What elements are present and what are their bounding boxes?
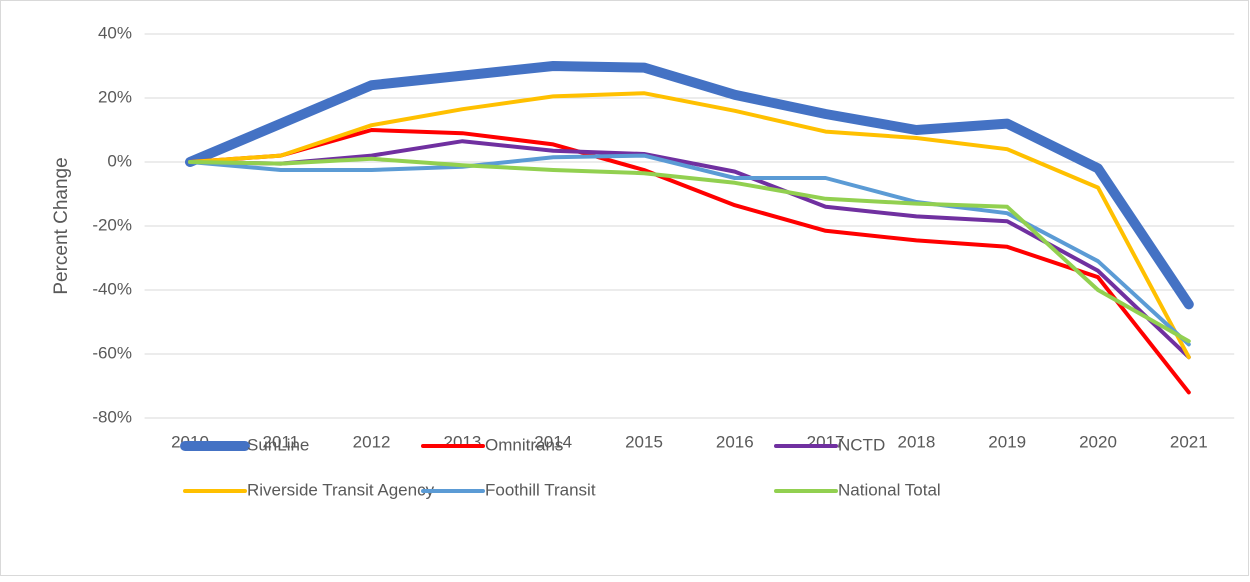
series-line <box>188 128 1191 395</box>
legend-label: Foothill Transit <box>485 480 596 499</box>
legend-label: Omnitrans <box>485 435 563 454</box>
series-line <box>188 91 1191 360</box>
y-tick-label: 40% <box>98 23 132 42</box>
x-tick-label: 2012 <box>353 432 391 451</box>
legend-label: SunLine <box>247 435 309 454</box>
legend-label: National Total <box>838 480 941 499</box>
series-line <box>188 156 1191 344</box>
x-tick-label: 2011 <box>263 432 300 451</box>
x-tick-label: 2018 <box>897 432 935 451</box>
x-tick-label: 2021 <box>1170 432 1208 451</box>
series-line <box>185 61 1194 310</box>
x-tick-label: 2015 <box>625 432 663 451</box>
y-tick-label: -40% <box>92 279 132 298</box>
x-tick-label: 2016 <box>716 432 754 451</box>
x-tick-label: 2019 <box>988 432 1026 451</box>
x-tick-label: 2014 <box>534 432 572 451</box>
y-tick-label: -20% <box>92 215 132 234</box>
y-tick-label: -60% <box>92 343 132 362</box>
y-tick-label: -80% <box>92 407 132 426</box>
y-tick-label: 0% <box>107 151 132 170</box>
legend-label: NCTD <box>838 435 885 454</box>
legend-label: Riverside Transit Agency <box>247 480 435 499</box>
x-tick-label: 2020 <box>1079 432 1117 451</box>
series-line <box>188 139 1191 360</box>
y-axis-title: Percent Change <box>51 157 72 294</box>
x-tick-label: 2013 <box>443 432 481 451</box>
y-tick-label: 20% <box>98 87 132 106</box>
